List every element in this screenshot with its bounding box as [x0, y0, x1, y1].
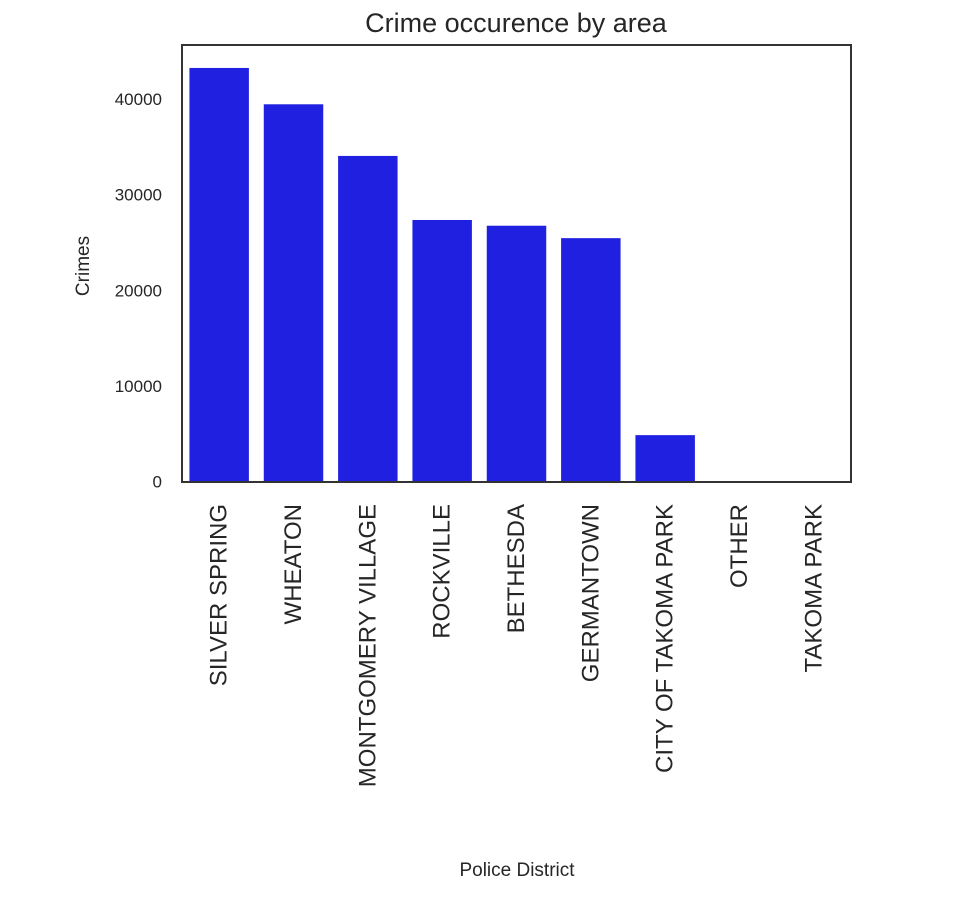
- x-tick-label: TAKOMA PARK: [800, 504, 827, 672]
- y-tick-label: 30000: [115, 186, 162, 205]
- bars-layer: [189, 68, 843, 482]
- bar: [487, 226, 546, 482]
- y-axis-label: Crimes: [73, 236, 94, 296]
- bar: [338, 156, 397, 482]
- chart-title: Crime occurence by area: [365, 8, 668, 38]
- y-tick-label: 20000: [115, 281, 162, 300]
- x-ticks-layer: SILVER SPRING WHEATON MONTGOMERY VILLAGE RO…: [206, 504, 828, 787]
- x-tick-label: OTHER: [726, 504, 753, 588]
- x-tick-label: MONTGOMERY VILLAGE: [354, 504, 381, 787]
- y-tick-label: 10000: [115, 377, 162, 396]
- bar: [412, 220, 471, 482]
- x-tick-label: ROCKVILLE: [429, 504, 456, 639]
- x-tick-label: SILVER SPRING: [206, 504, 233, 686]
- x-axis-label: Police District: [459, 860, 575, 881]
- y-tick-label: 0: [153, 473, 162, 492]
- x-tick-label: BETHESDA: [503, 504, 530, 633]
- bar: [189, 68, 248, 482]
- y-tick-label: 40000: [115, 90, 162, 109]
- bar: [635, 435, 694, 482]
- bar: [264, 104, 323, 482]
- y-ticks-layer: 0 10000 20000 30000 40000: [115, 90, 162, 491]
- x-tick-label: GERMANTOWN: [577, 504, 604, 682]
- x-tick-label: WHEATON: [280, 504, 307, 624]
- bar: [561, 238, 620, 482]
- x-tick-label: CITY OF TAKOMA PARK: [652, 504, 679, 773]
